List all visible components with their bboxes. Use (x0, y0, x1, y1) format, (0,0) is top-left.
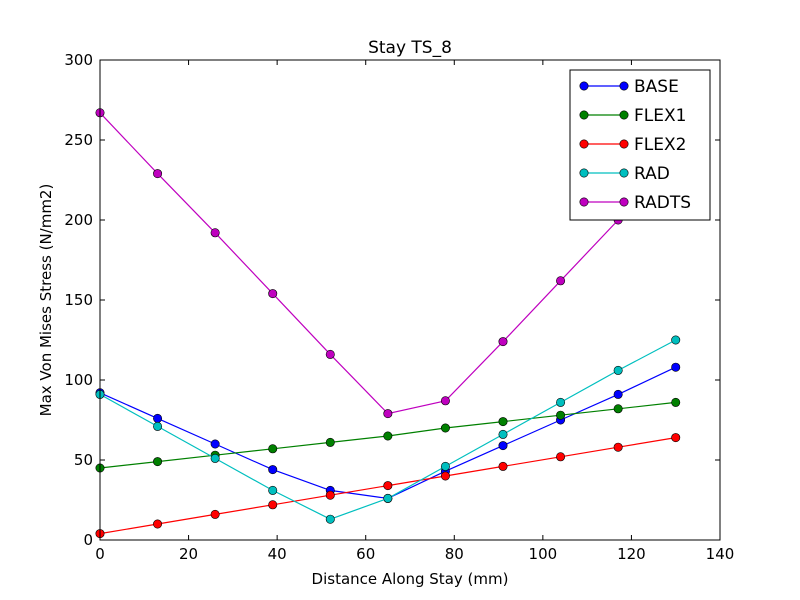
x-tick-label: 0 (95, 545, 105, 563)
data-point-radts (210, 228, 220, 238)
legend-item-flex2: FLEX2 (579, 135, 686, 155)
legend-box (569, 69, 711, 221)
legend-marker-base (579, 81, 589, 91)
legend-item-base: BASE (579, 77, 679, 97)
data-point-rad (268, 485, 278, 495)
data-point-flex1 (268, 444, 278, 454)
data-point-radts (498, 337, 508, 347)
data-point-rad (440, 461, 450, 471)
data-point-base (498, 441, 508, 451)
x-tick-label: 20 (179, 545, 198, 563)
axes-layer: 0 20 40 60 80 100 120 140 0 50 100 150 200 250 300 (64, 51, 734, 563)
data-point-radts (153, 169, 163, 179)
x-axis-label: Distance Along Stay (mm) (312, 570, 509, 588)
y-tick-label: 0 (83, 531, 93, 549)
legend-marker-base (619, 81, 629, 91)
legend-marker-rad (579, 168, 589, 178)
data-point-flex2 (498, 461, 508, 471)
legend-label-radts: RADTS (634, 193, 691, 213)
data-point-flex2 (325, 490, 335, 500)
y-tick-label: 250 (64, 131, 93, 149)
data-point-radts (268, 289, 278, 299)
data-point-rad (153, 421, 163, 431)
data-point-rad (210, 453, 220, 463)
data-point-flex2 (153, 519, 163, 529)
legend-item-radts: RADTS (579, 193, 691, 213)
data-point-base (268, 465, 278, 475)
data-point-rad (556, 397, 566, 407)
x-tick-label: 80 (445, 545, 464, 563)
data-point-flex1 (153, 457, 163, 467)
data-point-flex2 (613, 442, 623, 452)
chart-title: Stay TS_8 (368, 38, 452, 58)
legend-marker-flex1 (619, 110, 629, 120)
legend: BASE FLEX1 FLEX2 RAD RADTS (569, 69, 711, 221)
data-point-flex2 (210, 509, 220, 519)
y-tick-label: 100 (64, 371, 93, 389)
x-tick-label: 40 (268, 545, 287, 563)
data-point-rad (613, 365, 623, 375)
legend-marker-radts (619, 197, 629, 207)
y-tick-label: 150 (64, 291, 93, 309)
data-point-base (613, 389, 623, 399)
data-point-flex1 (498, 417, 508, 427)
data-point-flex1 (383, 431, 393, 441)
x-tick-label: 120 (617, 545, 646, 563)
legend-label-flex2: FLEX2 (634, 135, 686, 155)
data-point-flex1 (671, 397, 681, 407)
series-flex1 (95, 397, 681, 473)
data-point-rad (671, 335, 681, 345)
legend-label-rad: RAD (634, 164, 670, 184)
data-point-flex2 (556, 452, 566, 462)
data-point-flex2 (671, 433, 681, 443)
data-point-flex2 (268, 500, 278, 510)
legend-marker-radts (579, 197, 589, 207)
data-point-base (671, 362, 681, 372)
data-point-flex1 (613, 404, 623, 414)
data-point-flex1 (556, 410, 566, 420)
legend-label-base: BASE (634, 77, 679, 97)
data-point-radts (440, 396, 450, 406)
data-point-base (210, 439, 220, 449)
y-axis-label: Max Von Mises Stress (N/mm2) (37, 184, 55, 417)
series-layer (95, 108, 681, 539)
data-point-rad (498, 429, 508, 439)
y-tick-label: 200 (64, 211, 93, 229)
data-point-flex2 (440, 471, 450, 481)
x-tick-label: 100 (529, 545, 558, 563)
legend-item-rad: RAD (579, 164, 670, 184)
data-point-flex1 (325, 437, 335, 447)
data-point-radts (325, 349, 335, 359)
legend-marker-flex1 (579, 110, 589, 120)
data-point-flex2 (383, 481, 393, 491)
data-point-radts (383, 409, 393, 419)
data-point-rad (383, 493, 393, 503)
series-rad (95, 335, 681, 524)
y-tick-label: 300 (64, 51, 93, 69)
x-tick-label: 60 (356, 545, 375, 563)
legend-item-flex1: FLEX1 (579, 106, 686, 126)
data-point-rad (325, 514, 335, 524)
legend-marker-flex2 (619, 139, 629, 149)
x-tick-label: 140 (706, 545, 735, 563)
legend-marker-rad (619, 168, 629, 178)
data-point-radts (556, 276, 566, 286)
data-point-flex1 (440, 423, 450, 433)
legend-marker-flex2 (579, 139, 589, 149)
data-point-base (153, 413, 163, 423)
y-tick-label: 50 (74, 451, 93, 469)
legend-label-flex1: FLEX1 (634, 106, 686, 126)
